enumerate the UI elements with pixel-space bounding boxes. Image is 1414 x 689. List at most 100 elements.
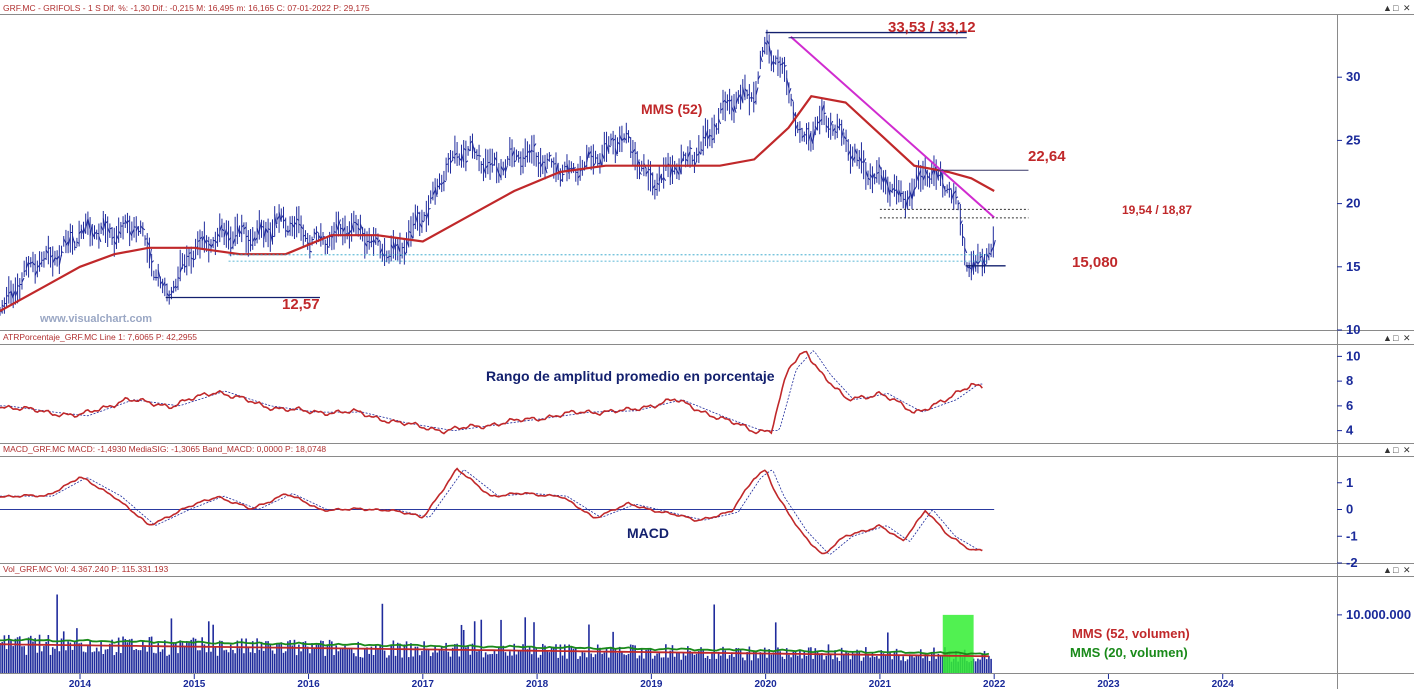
panel-collapse-icon[interactable]: ▲ <box>1383 3 1392 13</box>
price-bar-tick <box>168 293 172 296</box>
price-bar-tick <box>926 175 930 179</box>
price-bar-tick <box>577 175 581 179</box>
panel-maximize-icon[interactable]: □ <box>1393 333 1399 343</box>
price-bar-tick <box>832 127 836 132</box>
price-bar-tick <box>381 252 385 257</box>
price-bar-tick <box>781 61 785 65</box>
price-bar-tick <box>395 243 398 247</box>
price-bar-tick <box>469 140 473 144</box>
price-bar-tick <box>612 138 616 141</box>
price-bar-tick <box>513 160 517 163</box>
price-bar-tick <box>397 244 401 252</box>
price-bar-tick <box>203 239 207 244</box>
price-bar-tick <box>680 157 684 164</box>
price-bar-tick <box>722 99 726 103</box>
price-bar-tick <box>107 227 111 234</box>
price-bar-tick <box>762 49 765 53</box>
price-bar-tick <box>98 235 102 243</box>
price-bar-tick <box>790 98 794 102</box>
price-bar-tick <box>821 104 825 112</box>
price-bar-tick <box>766 39 770 45</box>
price-bar-tick <box>318 235 322 240</box>
price-bar-tick <box>102 218 106 229</box>
price-bar-tick <box>768 45 772 57</box>
panel-collapse-icon[interactable]: ▲ <box>1383 565 1392 575</box>
macd-y-tick-label: 0 <box>1346 502 1353 517</box>
price-bar-tick <box>814 125 818 131</box>
price-bar-tick <box>116 234 119 240</box>
price-bar-tick <box>951 192 955 200</box>
panel-collapse-icon[interactable]: ▲ <box>1383 333 1392 343</box>
price-bar-tick <box>628 135 631 139</box>
price-bar-tick <box>239 230 242 235</box>
price-bar-tick <box>219 224 223 232</box>
price-bar-tick <box>538 162 541 165</box>
price-bar-tick <box>522 157 526 160</box>
price-bar-tick <box>89 224 93 237</box>
price-bar-tick <box>619 134 623 141</box>
price-bar-tick <box>639 171 642 175</box>
low-level-label: 15,080 <box>1072 254 1118 271</box>
price-bar-tick <box>527 150 530 154</box>
y-axes: 10 15 20 25 30 4 6 8 10 -2 -1 0 1 10.000.000 <box>1337 69 1411 622</box>
price-bar-tick <box>869 174 873 178</box>
panel-close-icon[interactable]: ✕ <box>1403 3 1411 13</box>
panel-close-icon[interactable]: ✕ <box>1403 445 1411 455</box>
price-bar-tick <box>843 135 847 140</box>
panel-close-icon[interactable]: ✕ <box>1403 565 1411 575</box>
price-bar-tick <box>729 99 732 102</box>
price-bar-tick <box>303 234 306 237</box>
panel-maximize-icon[interactable]: □ <box>1393 3 1399 13</box>
price-bar-tick <box>492 164 495 166</box>
price-bar-tick <box>962 235 965 239</box>
price-bar-tick <box>30 261 34 264</box>
price-bar-tick <box>876 171 880 174</box>
panel-collapse-icon[interactable]: ▲ <box>1383 445 1392 455</box>
price-bar-tick <box>434 186 438 198</box>
panel-close-icon[interactable]: ✕ <box>1403 333 1411 343</box>
price-bar-tick <box>904 199 908 210</box>
price-bar-tick <box>476 154 480 157</box>
macd-panel-title: MACD <box>627 525 669 541</box>
price-bar-tick <box>294 221 297 225</box>
price-bar-tick <box>129 230 133 236</box>
price-bar-tick <box>465 160 469 163</box>
price-bar-tick <box>201 235 205 241</box>
macd-panel-controls[interactable]: ▲ □ ✕ <box>1383 445 1411 455</box>
price-bar-tick <box>553 163 556 165</box>
price-bar-tick <box>456 156 460 158</box>
price-bar-tick <box>87 218 91 229</box>
watermark: www.visualchart.com <box>39 313 152 325</box>
price-bar-tick <box>731 106 735 113</box>
price-bar-tick <box>291 223 295 228</box>
price-bar-tick <box>432 190 436 196</box>
price-bar-tick <box>797 128 800 131</box>
price-bar-tick <box>764 41 768 45</box>
price-bar-tick <box>348 229 352 234</box>
price-bar-tick <box>630 151 633 154</box>
price-bar-tick <box>676 169 680 175</box>
price-bar-tick <box>817 121 820 124</box>
price-bar-tick <box>364 242 368 247</box>
price-bar-tick <box>296 218 299 221</box>
price-bar-tick <box>452 156 455 159</box>
price-bar-tick <box>852 156 856 162</box>
price-bar-tick <box>105 221 108 224</box>
price-bar-tick <box>834 131 838 134</box>
price-panel-controls[interactable]: ▲ □ ✕ <box>1383 3 1411 13</box>
vol-panel-controls[interactable]: ▲ □ ✕ <box>1383 565 1411 575</box>
price-bar-tick <box>371 240 374 243</box>
panel-maximize-icon[interactable]: □ <box>1393 565 1399 575</box>
price-bar-tick <box>252 237 256 242</box>
price-bar-tick <box>14 290 18 297</box>
price-bar-tick <box>50 254 53 258</box>
price-bar-tick <box>584 165 587 168</box>
atr-panel-controls[interactable]: ▲ □ ✕ <box>1383 333 1411 343</box>
price-bar-tick <box>955 196 959 199</box>
price-bar-tick <box>316 231 319 234</box>
price-bar-tick <box>518 157 521 159</box>
price-bar-tick <box>118 230 122 235</box>
panel-maximize-icon[interactable]: □ <box>1393 445 1399 455</box>
price-bar-tick <box>171 290 174 294</box>
price-bar-tick <box>245 235 249 238</box>
